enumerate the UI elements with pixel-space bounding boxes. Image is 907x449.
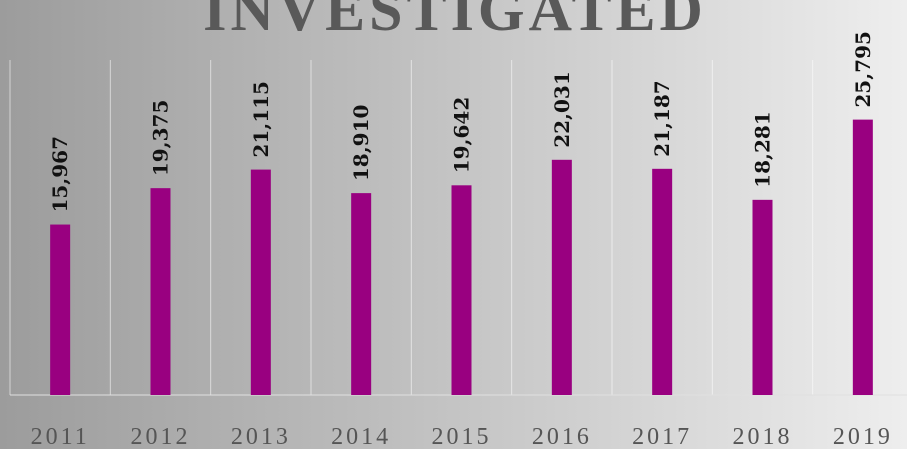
bar — [451, 185, 472, 395]
bar — [351, 193, 372, 395]
x-tick-label: 2019 — [833, 424, 893, 449]
x-tick-label: 2012 — [131, 424, 191, 449]
bar — [852, 119, 873, 396]
bar — [250, 169, 271, 395]
x-tick-label: 2018 — [733, 424, 793, 449]
bar — [752, 199, 773, 395]
bar — [50, 224, 71, 395]
x-tick-label: 2011 — [31, 424, 90, 449]
data-label: 15,967 — [48, 136, 72, 213]
x-tick-label: 2016 — [532, 424, 592, 449]
data-label: 21,187 — [650, 80, 674, 157]
x-tick-label: 2015 — [432, 424, 492, 449]
x-tick-label: 2013 — [231, 424, 291, 449]
data-label: 21,115 — [249, 81, 273, 158]
x-tick-label: 2014 — [331, 424, 391, 449]
data-label: 19,375 — [149, 100, 173, 177]
chart-title: INVESTIGATED — [203, 0, 707, 43]
data-label: 18,281 — [751, 111, 775, 188]
data-label: 25,795 — [851, 31, 875, 108]
data-label: 19,642 — [450, 97, 474, 174]
x-tick-label: 2017 — [632, 424, 692, 449]
data-label: 18,910 — [349, 105, 373, 182]
bar — [150, 188, 171, 395]
data-label: 22,031 — [550, 71, 574, 148]
bar — [652, 168, 673, 395]
bar — [551, 159, 572, 395]
